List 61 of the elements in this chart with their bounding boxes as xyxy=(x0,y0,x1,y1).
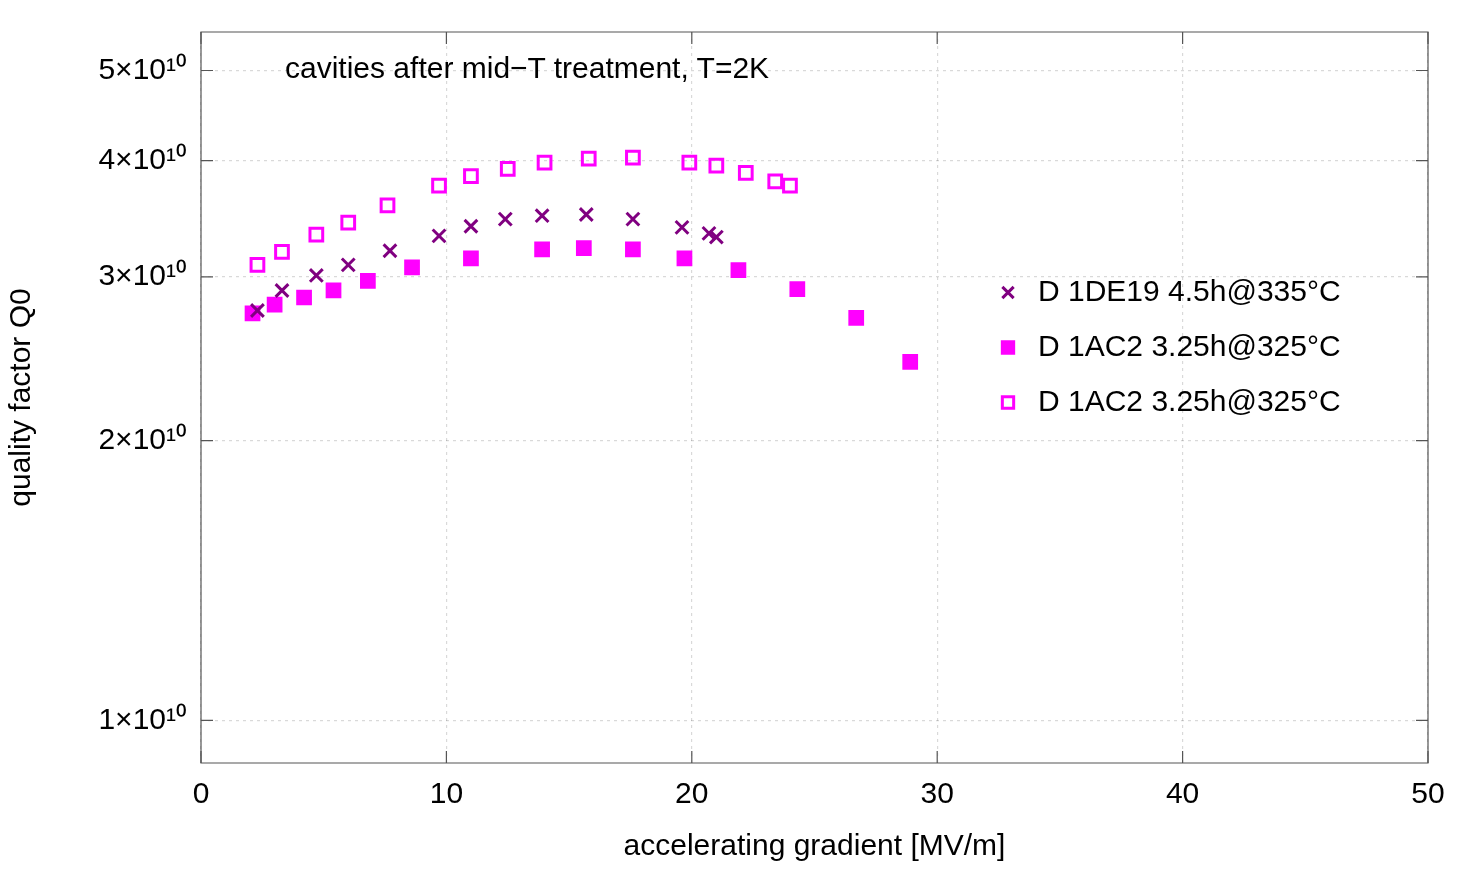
point xyxy=(578,206,595,223)
point xyxy=(767,173,784,190)
point xyxy=(431,227,447,244)
x-axis-title: accelerating gradient [MV/m] xyxy=(623,828,1006,862)
x-tick-label: 10 xyxy=(429,776,464,810)
point xyxy=(274,244,290,260)
point xyxy=(340,256,357,273)
point xyxy=(782,177,798,194)
point xyxy=(737,165,754,181)
point xyxy=(379,197,396,214)
point xyxy=(674,219,690,236)
point xyxy=(625,241,641,258)
point xyxy=(340,214,357,231)
point xyxy=(497,211,514,228)
y-tick-label: 4×10¹⁰ xyxy=(98,141,187,175)
point xyxy=(382,242,398,259)
point xyxy=(463,218,479,235)
point xyxy=(575,240,592,257)
point xyxy=(274,282,290,299)
text: cavities after mid−T treatment, T=2K xyxy=(285,51,770,85)
x-tick-label: 40 xyxy=(1165,776,1200,810)
point xyxy=(296,289,312,306)
point xyxy=(848,309,865,326)
x-tick-label: 50 xyxy=(1411,776,1445,810)
y-tick-label: 2×10¹⁰ xyxy=(98,421,187,455)
point xyxy=(308,226,325,243)
point xyxy=(534,241,550,258)
legend-label: D 1AC2 3.25h@325°C xyxy=(1038,383,1341,417)
point xyxy=(730,262,747,278)
y-tick-label: 5×10¹⁰ xyxy=(98,51,187,85)
point xyxy=(708,157,725,174)
y-tick-label: 3×10¹⁰ xyxy=(98,258,187,292)
point xyxy=(249,302,266,319)
point xyxy=(708,229,725,245)
point xyxy=(625,211,641,228)
x-tick-label: 20 xyxy=(675,776,709,810)
point xyxy=(463,250,479,267)
point xyxy=(404,259,420,276)
y-tick-label: 1×10¹⁰ xyxy=(98,701,187,735)
point xyxy=(789,281,806,297)
point xyxy=(463,168,479,184)
point xyxy=(701,225,717,242)
point xyxy=(249,256,266,273)
point xyxy=(676,250,693,267)
point xyxy=(902,354,919,370)
point xyxy=(534,207,550,224)
point xyxy=(681,154,698,171)
point xyxy=(308,267,325,284)
legend-label: D 1AC2 3.25h@325°C xyxy=(1038,328,1341,362)
point xyxy=(536,154,553,171)
x-tick-label: 0 xyxy=(192,776,210,810)
point xyxy=(266,296,283,313)
point xyxy=(431,177,447,194)
point xyxy=(580,150,597,167)
x-tick-label: 30 xyxy=(920,776,954,810)
legend-label: D 1DE19 4.5h@335°C xyxy=(1038,273,1341,307)
point xyxy=(499,160,516,177)
y-axis-title: quality factor Q0 xyxy=(3,288,37,507)
point xyxy=(360,272,376,289)
point xyxy=(325,282,342,299)
point xyxy=(625,149,641,166)
